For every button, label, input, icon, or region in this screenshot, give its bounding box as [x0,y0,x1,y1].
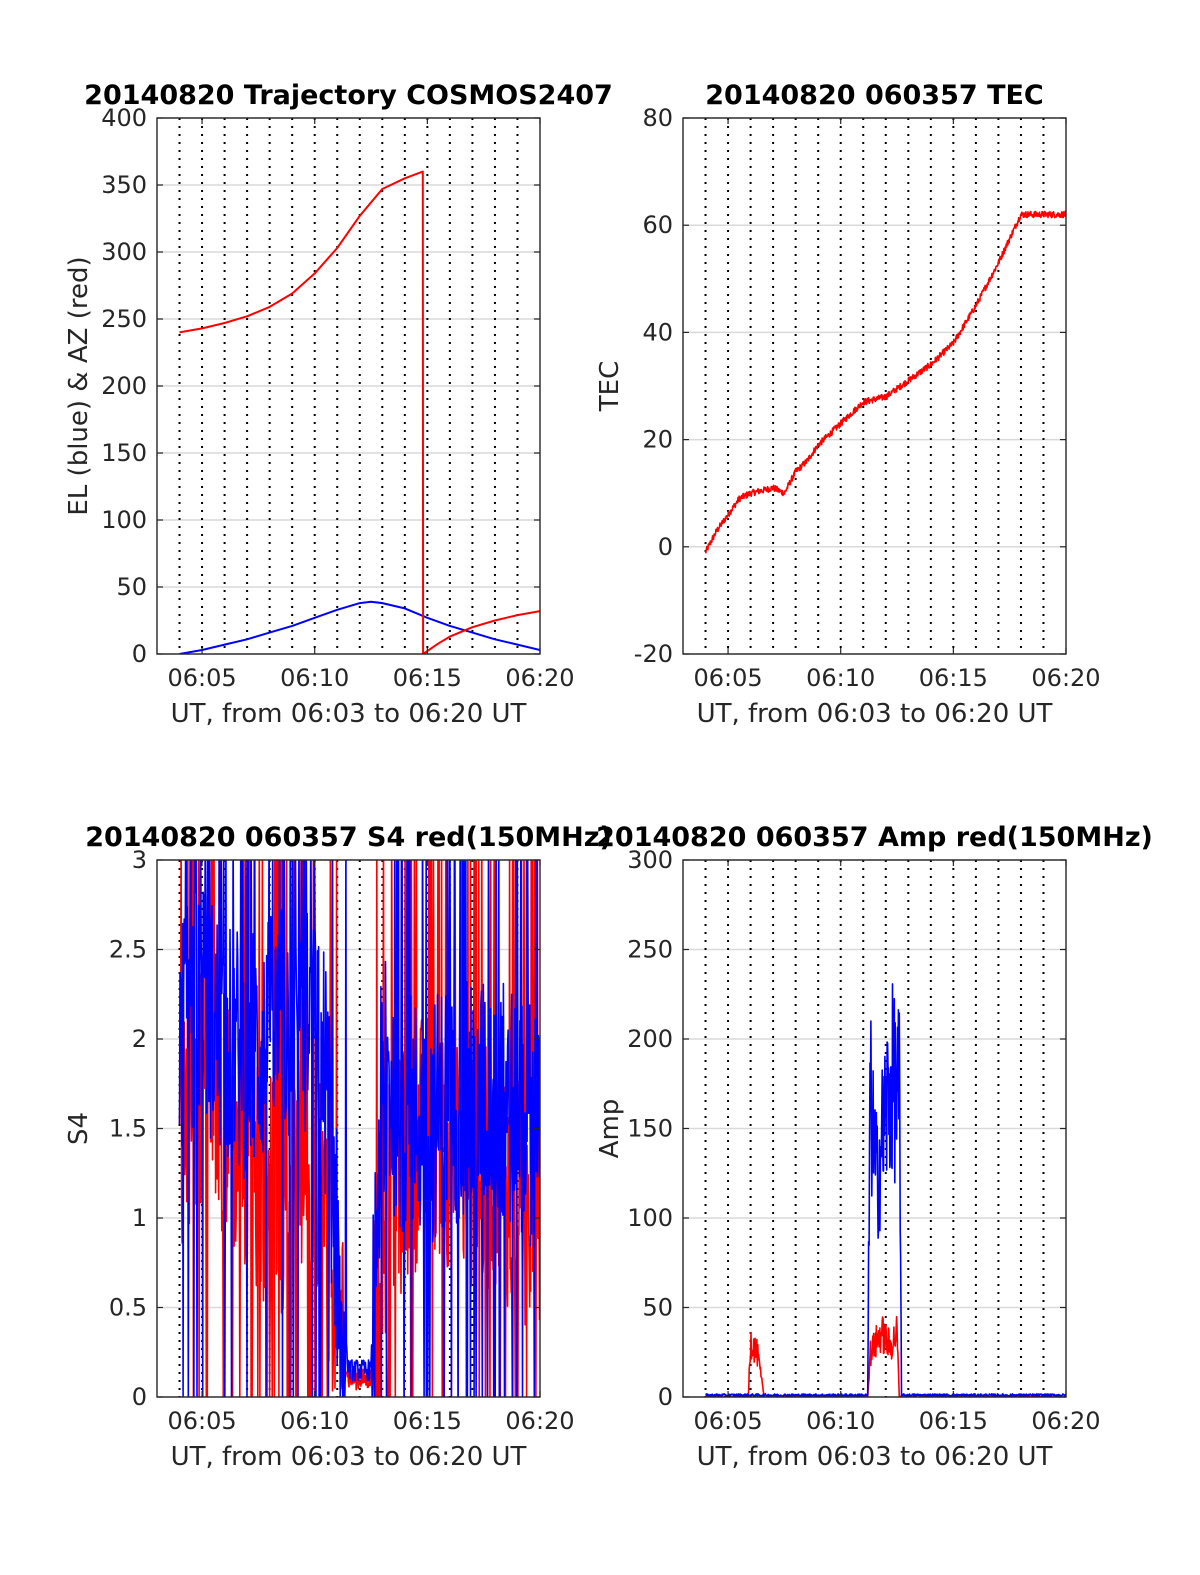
x-axis-label: UT, from 06:03 to 06:20 UT [697,1442,1053,1472]
x-tick-label: 06:15 [919,664,988,692]
y-tick-label: 350 [101,171,147,199]
y-tick-label: 100 [627,1204,673,1232]
chart-panel-2: 06:05 06:10 06:15 06:20 -20 0 20 40 60 80 20140820… [595,80,1101,729]
x-tick-label: 06:20 [1031,664,1100,692]
y-tick-label: 300 [101,238,147,266]
chart-title: 20140820 060357 Amp red(150MHz) [596,822,1153,853]
chart-title: 20140820 Trajectory COSMOS2407 [84,80,613,111]
series-line-2 [179,170,540,654]
series-line-2 [705,983,1066,1397]
y-tick-label: 40 [642,318,673,346]
x-tick-label: 06:20 [505,664,574,692]
y-tick-label: 250 [627,936,673,964]
y-tick-label: 0 [132,1383,147,1411]
y-axis-label: TEC [595,361,625,412]
y-tick-label: 200 [101,372,147,400]
x-tick-label: 06:10 [280,1407,349,1435]
series-line-2 [178,860,540,1397]
x-axis-label: UT, from 06:03 to 06:20 UT [171,1442,527,1472]
y-tick-label: 100 [101,506,147,534]
series-line-1 [705,1315,1066,1397]
y-axis-label: EL (blue) & AZ (red) [64,256,94,515]
y-tick-label: 200 [627,1025,673,1053]
x-tick-label: 06:20 [1031,1407,1100,1435]
x-axis-label: UT, from 06:03 to 06:20 UT [697,699,1053,729]
chart-title: 20140820 060357 S4 red(150MHz) [85,822,612,853]
y-tick-label: 50 [116,573,147,601]
plot-frame [682,117,1067,655]
series-line-1 [178,860,540,1397]
x-tick-label: 06:15 [393,664,462,692]
chart-panel-4: 06:05 06:10 06:15 06:20 0 50 100 150 200 250 30020… [595,822,1153,1472]
y-tick-label: 0 [658,533,673,561]
y-tick-label: 150 [101,439,147,467]
series-line-1 [704,210,1066,554]
x-axis-label: UT, from 06:03 to 06:20 UT [171,699,527,729]
x-tick-label: 06:15 [919,1407,988,1435]
x-tick-label: 06:10 [806,1407,875,1435]
y-tick-label: 20 [642,426,673,454]
y-tick-label: 80 [642,104,673,132]
y-tick-label: 1.5 [109,1115,147,1143]
x-tick-label: 06:05 [693,1407,762,1435]
y-tick-label: 2.5 [109,936,147,964]
series-line-1 [179,600,540,654]
y-tick-label: 400 [101,104,147,132]
y-tick-label: 250 [101,305,147,333]
y-tick-label: 0 [658,1383,673,1411]
chart-title: 20140820 060357 TEC [705,80,1044,111]
chart-panel-3: 06:05 06:10 06:15 06:20 0 0.5 1 1.5 2 2.5 32014082… [64,822,612,1472]
x-tick-label: 06:10 [280,664,349,692]
x-tick-label: 06:15 [393,1407,462,1435]
y-tick-label: 50 [642,1294,673,1322]
y-tick-label: 0 [132,640,147,668]
x-tick-label: 06:05 [693,664,762,692]
y-tick-label: 2 [132,1025,147,1053]
y-tick-label: -20 [634,640,673,668]
y-axis-label: Amp [595,1099,625,1159]
x-tick-label: 06:05 [167,1407,236,1435]
x-tick-label: 06:10 [806,664,875,692]
y-axis-label: S4 [64,1112,94,1145]
y-tick-label: 60 [642,211,673,239]
y-tick-label: 300 [627,846,673,874]
y-tick-label: 3 [132,846,147,874]
y-tick-label: 150 [627,1115,673,1143]
y-tick-label: 0.5 [109,1294,147,1322]
chart-panel-1: 06:05 06:10 06:15 06:20 0 50 100 150 200 250 300 35… [64,80,613,729]
y-tick-label: 1 [132,1204,147,1232]
x-tick-label: 06:05 [167,664,236,692]
x-tick-label: 06:20 [505,1407,574,1435]
